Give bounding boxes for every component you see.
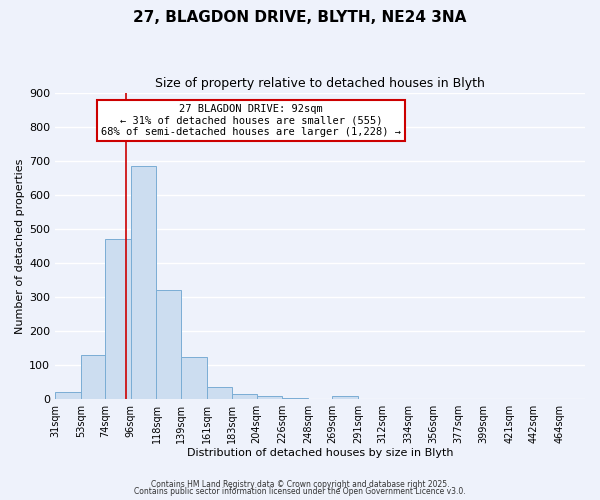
Text: 27 BLAGDON DRIVE: 92sqm
← 31% of detached houses are smaller (555)
68% of semi-d: 27 BLAGDON DRIVE: 92sqm ← 31% of detache… (101, 104, 401, 137)
Bar (55, 392, 81, 399)
Bar (206, 387, 232, 399)
Bar (257, 396, 282, 399)
X-axis label: Distribution of detached houses by size in Blyth: Distribution of detached houses by size … (187, 448, 454, 458)
Bar (232, 394, 257, 399)
Text: 27, BLAGDON DRIVE, BLYTH, NE24 3NA: 27, BLAGDON DRIVE, BLYTH, NE24 3NA (133, 10, 467, 25)
Text: Contains public sector information licensed under the Open Government Licence v3: Contains public sector information licen… (134, 487, 466, 496)
Bar (181, 356, 206, 399)
Bar (332, 396, 358, 399)
Bar (282, 398, 308, 399)
Bar (157, 290, 181, 399)
Y-axis label: Number of detached properties: Number of detached properties (15, 158, 25, 334)
Bar (131, 166, 157, 399)
Bar (81, 355, 105, 399)
Title: Size of property relative to detached houses in Blyth: Size of property relative to detached ho… (155, 78, 485, 90)
Bar (105, 240, 131, 399)
Text: Contains HM Land Registry data © Crown copyright and database right 2025.: Contains HM Land Registry data © Crown c… (151, 480, 449, 489)
